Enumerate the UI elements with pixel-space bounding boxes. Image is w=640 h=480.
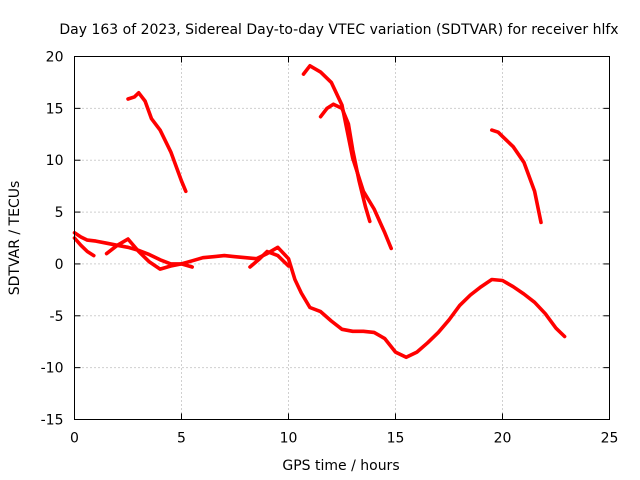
x-tick-label: 0 — [70, 431, 79, 447]
series-arc-7 — [318, 102, 372, 224]
x-tick-label: 10 — [280, 431, 298, 447]
y-tick-label: 5 — [55, 205, 64, 221]
x-tick-label: 15 — [387, 431, 405, 447]
tick-labels: 0 5 10 15 20 25 -15 -10 -5 0 5 10 15 20 — [41, 50, 619, 447]
series-arc-8 — [489, 128, 543, 225]
grid-lines — [74, 56, 610, 420]
y-tick-label: 10 — [46, 153, 64, 169]
axis-ticks — [74, 56, 610, 420]
series-layer — [72, 64, 567, 360]
y-axis-label: SDTVAR / TECUs — [7, 181, 23, 296]
y-tick-label: 20 — [46, 50, 64, 66]
y-tick-label: -5 — [50, 309, 64, 325]
y-tick-label: -10 — [41, 361, 64, 377]
series-arc-4 — [248, 249, 291, 269]
series-arc-6 — [301, 64, 394, 251]
x-tick-label: 5 — [177, 431, 186, 447]
x-tick-label: 25 — [601, 431, 619, 447]
series-arc-5 — [126, 91, 188, 194]
x-axis-label: GPS time / hours — [282, 458, 399, 474]
plot-frame — [74, 56, 610, 420]
series-arc-3 — [104, 237, 194, 271]
chart-title: Day 163 of 2023, Sidereal Day-to-day VTE… — [59, 22, 618, 38]
y-tick-label: 0 — [55, 257, 64, 273]
y-tick-label: -15 — [41, 413, 64, 429]
series-arc-1 — [72, 231, 567, 360]
series-arc-2 — [72, 236, 96, 258]
x-tick-label: 20 — [494, 431, 512, 447]
y-tick-label: 15 — [46, 101, 64, 117]
